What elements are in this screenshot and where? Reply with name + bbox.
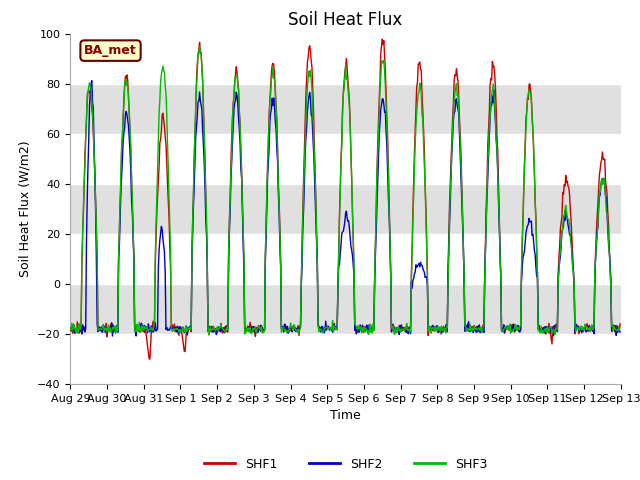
Title: Soil Heat Flux: Soil Heat Flux — [289, 11, 403, 29]
Bar — [70, 184, 621, 234]
Text: BA_met: BA_met — [84, 44, 137, 57]
Y-axis label: Soil Heat Flux (W/m2): Soil Heat Flux (W/m2) — [19, 141, 31, 277]
Bar — [70, 84, 621, 134]
Legend: SHF1, SHF2, SHF3: SHF1, SHF2, SHF3 — [199, 453, 492, 476]
X-axis label: Time: Time — [330, 409, 361, 422]
Bar — [70, 284, 621, 334]
